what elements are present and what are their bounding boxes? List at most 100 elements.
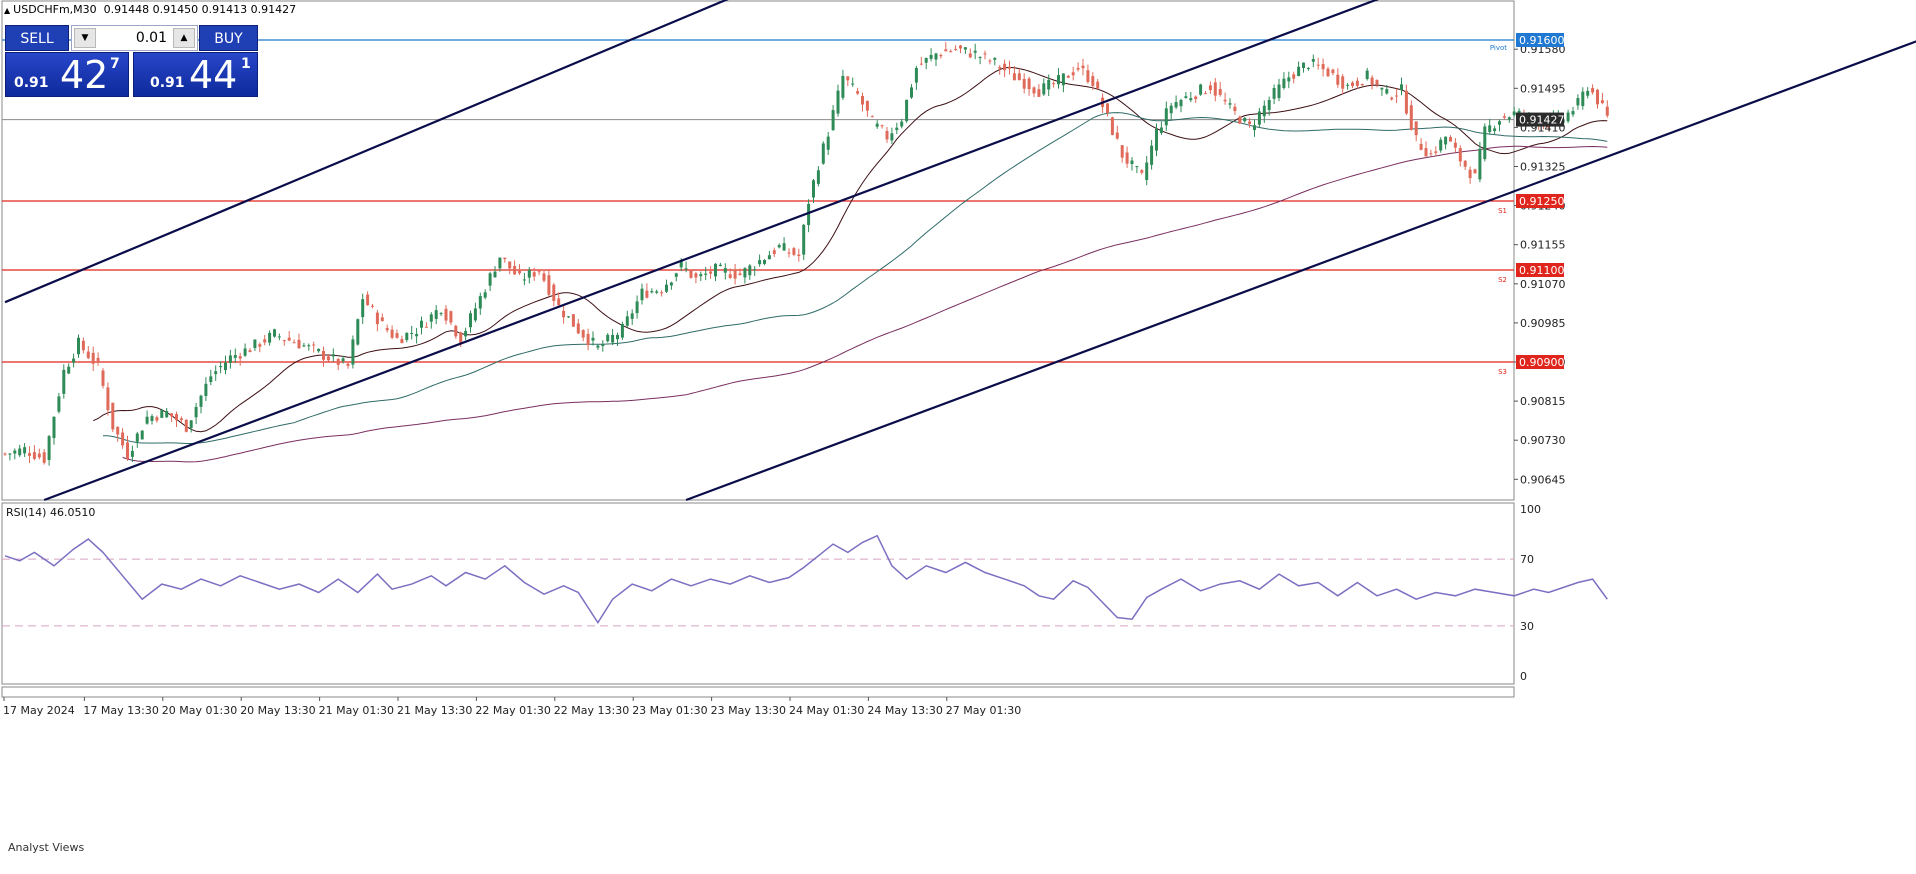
- candle: [939, 53, 943, 59]
- lot-size-field[interactable]: ▼ 0.01 ▲: [71, 25, 198, 51]
- time-tick-label: 17 May 2024: [3, 704, 75, 717]
- candle: [826, 131, 830, 155]
- candle: [189, 420, 193, 433]
- candle-body: [3, 453, 7, 455]
- candle: [767, 250, 771, 260]
- collapse-triangle-icon[interactable]: ▲: [4, 6, 11, 15]
- candle-body: [1257, 111, 1261, 125]
- lot-decrease-icon[interactable]: ▼: [74, 28, 96, 48]
- time-tick-label: 17 May 13:30: [83, 704, 158, 717]
- candle: [238, 352, 242, 366]
- candle: [1150, 139, 1154, 170]
- candle: [1316, 57, 1320, 70]
- candle-body: [733, 269, 737, 279]
- candle-body: [1351, 82, 1354, 87]
- candle-body: [1331, 69, 1335, 74]
- candle-body: [1463, 160, 1467, 167]
- candle: [674, 272, 678, 282]
- candle: [1434, 146, 1438, 157]
- candle: [1091, 72, 1095, 90]
- level-price-tag-label: 0.90900: [1519, 356, 1565, 369]
- candle-body: [601, 344, 605, 347]
- level-price-tag: [1516, 33, 1564, 47]
- candle: [1277, 78, 1281, 102]
- candle: [1444, 136, 1448, 150]
- candle-body: [1493, 128, 1497, 132]
- candle: [660, 290, 664, 297]
- candle: [233, 348, 237, 364]
- candle-body: [767, 255, 771, 260]
- candle-body: [498, 257, 502, 269]
- candle: [1581, 87, 1585, 110]
- candle-body: [914, 67, 918, 83]
- candle-body: [1385, 89, 1389, 94]
- candle-body: [1380, 87, 1384, 90]
- candle: [1390, 96, 1394, 101]
- lot-size-value[interactable]: 0.01: [135, 30, 167, 46]
- candle: [282, 339, 286, 346]
- candle-body: [1164, 108, 1168, 126]
- candle: [1228, 98, 1232, 109]
- candle-body: [895, 127, 899, 131]
- candle: [1439, 137, 1443, 153]
- level-name-s3: S3: [1498, 368, 1507, 376]
- channel-line-2: [43, 0, 1379, 502]
- sell-button[interactable]: SELL: [5, 25, 69, 51]
- candle-body: [1061, 73, 1065, 86]
- candle: [1130, 156, 1134, 171]
- candle: [126, 435, 129, 461]
- candle: [645, 283, 649, 299]
- time-tick-label: 20 May 01:30: [162, 704, 237, 717]
- main-panel-frame: [1, 0, 1515, 698]
- candle-body: [302, 345, 306, 347]
- candle: [1184, 91, 1188, 99]
- candle: [326, 353, 330, 362]
- candle: [454, 324, 458, 339]
- candle: [1351, 81, 1354, 89]
- candle: [111, 402, 115, 433]
- candle: [684, 261, 688, 273]
- time-tick-label: 21 May 01:30: [319, 704, 394, 717]
- candle-body: [1365, 70, 1369, 79]
- level-name-s1: S1: [1498, 207, 1507, 215]
- time-axis: 17 May 2024 17 May 13:30 20 May 01:30 20 Ma…: [3, 697, 1021, 717]
- candle: [385, 324, 389, 333]
- candle-body: [890, 133, 894, 141]
- candle-body: [1204, 93, 1207, 95]
- candle: [253, 339, 257, 351]
- candle: [616, 332, 619, 347]
- price-tick-label: 0.90645: [1520, 473, 1566, 486]
- symbol-name: USDCHFm,M30: [13, 3, 97, 16]
- candle-body: [714, 263, 717, 277]
- candle-body: [537, 271, 541, 273]
- ask-price-box[interactable]: 0.91 44 1: [133, 52, 258, 97]
- candle-body: [929, 54, 933, 59]
- candle-body: [121, 432, 125, 446]
- candle: [571, 314, 575, 327]
- candle: [782, 237, 786, 251]
- candle-body: [1169, 105, 1173, 114]
- candle-body: [831, 110, 835, 131]
- candle-body: [978, 57, 982, 59]
- candle: [1395, 88, 1399, 104]
- lot-increase-icon[interactable]: ▲: [173, 28, 195, 48]
- candle: [302, 342, 306, 348]
- bid-price-box[interactable]: 0.91 42 7: [5, 52, 129, 97]
- candle-body: [395, 333, 399, 338]
- candle-body: [606, 334, 610, 342]
- candle: [880, 124, 884, 129]
- candle: [130, 445, 134, 462]
- candle-body: [1390, 97, 1394, 100]
- candle: [1385, 84, 1389, 95]
- candle-body: [954, 49, 958, 51]
- candle: [57, 392, 61, 414]
- candle-body: [1419, 143, 1423, 150]
- candle: [620, 321, 624, 340]
- candle: [346, 362, 350, 369]
- buy-button[interactable]: BUY: [199, 25, 258, 51]
- candle-body: [1306, 67, 1310, 69]
- candle: [273, 328, 276, 338]
- rsi-line: [4, 534, 1608, 624]
- candle: [787, 248, 791, 258]
- candle: [885, 127, 889, 143]
